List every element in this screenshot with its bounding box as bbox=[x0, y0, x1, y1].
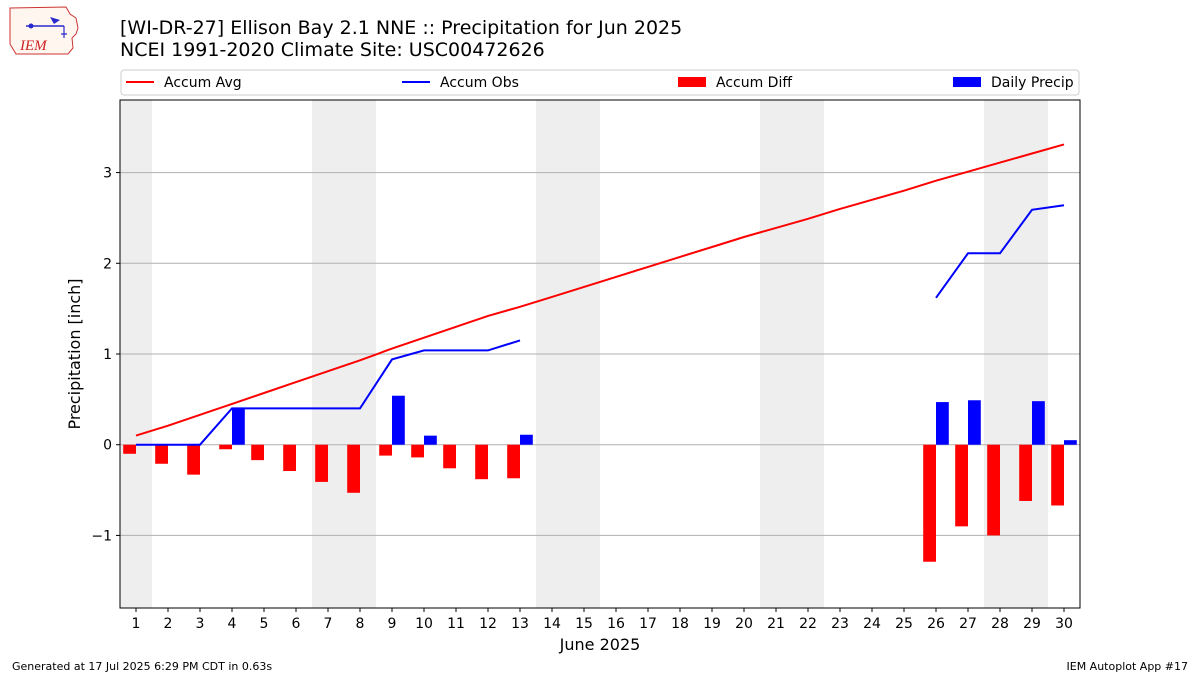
chart-subtitle: NCEI 1991-2020 Climate Site: USC00472626 bbox=[120, 39, 545, 61]
y-tick-label: 1 bbox=[103, 347, 112, 363]
legend-swatch-bar bbox=[953, 77, 981, 87]
iowa-outline-shape bbox=[9, 6, 79, 55]
accum-diff-bar bbox=[507, 444, 520, 479]
accum-obs-line bbox=[935, 204, 1065, 299]
accum-diff-bar bbox=[987, 444, 1000, 536]
generated-timestamp: Generated at 17 Jul 2025 6:29 PM CDT in … bbox=[12, 660, 273, 673]
x-tick-label: 10 bbox=[415, 616, 433, 632]
x-tick-label: 7 bbox=[324, 616, 333, 632]
x-tick-label: 23 bbox=[831, 616, 849, 632]
x-tick-label: 25 bbox=[895, 616, 913, 632]
accum-diff-bar bbox=[315, 444, 328, 482]
daily-precip-bar bbox=[392, 395, 405, 445]
x-tick-label: 16 bbox=[607, 616, 625, 632]
x-tick-label: 20 bbox=[735, 616, 753, 632]
lines-layer bbox=[135, 143, 1065, 446]
accum-diff-bar bbox=[1051, 444, 1064, 506]
chart-title: [WI-DR-27] Ellison Bay 2.1 NNE :: Precip… bbox=[120, 17, 683, 39]
x-tick-label: 21 bbox=[767, 616, 785, 632]
x-tick-label: 26 bbox=[927, 616, 945, 632]
accum-diff-bar bbox=[379, 444, 392, 456]
accum-diff-bar bbox=[155, 444, 168, 464]
daily-precip-bar bbox=[424, 435, 437, 445]
accum-diff-bar bbox=[187, 444, 200, 475]
x-tick-label: 6 bbox=[292, 616, 301, 632]
x-tick-label: 19 bbox=[703, 616, 721, 632]
y-tick-label: 3 bbox=[103, 166, 112, 182]
y-axis-label: Precipitation [inch] bbox=[65, 278, 84, 429]
x-tick-label: 30 bbox=[1055, 616, 1073, 632]
daily-precip-bar bbox=[1032, 401, 1045, 445]
x-tick-label: 9 bbox=[388, 616, 397, 632]
accum-avg-line bbox=[135, 143, 1065, 437]
legend-label: Accum Diff bbox=[716, 75, 792, 91]
daily-precip-bar bbox=[968, 400, 981, 445]
legend-label: Accum Avg bbox=[164, 75, 242, 91]
accum-diff-bar bbox=[219, 444, 232, 450]
accum-diff-bar bbox=[443, 444, 456, 469]
legend-label: Daily Precip bbox=[991, 75, 1074, 91]
accum-diff-bar bbox=[475, 444, 488, 480]
y-tick-label: 2 bbox=[103, 256, 112, 272]
logo-wind-sock bbox=[61, 26, 67, 38]
logo-wind-arrow bbox=[50, 17, 60, 24]
accum-diff-bar bbox=[347, 444, 360, 493]
x-tick-label: 5 bbox=[260, 616, 269, 632]
x-tick-label: 22 bbox=[799, 616, 817, 632]
x-tick-label: 1 bbox=[132, 616, 141, 632]
y-tick-label: 0 bbox=[103, 438, 112, 454]
x-tick-label: 14 bbox=[543, 616, 561, 632]
x-tick-label: 2 bbox=[164, 616, 173, 632]
logo-text: IEM bbox=[19, 38, 48, 54]
daily-precip-bar bbox=[232, 408, 245, 445]
autoplot-app-label: IEM Autoplot App #17 bbox=[1066, 660, 1189, 673]
x-tick-label: 3 bbox=[196, 616, 205, 632]
accum-diff-bar bbox=[955, 444, 968, 527]
accum-diff-bar bbox=[123, 444, 136, 454]
logo-anemometer bbox=[28, 23, 34, 29]
x-tick-label: 8 bbox=[356, 616, 365, 632]
x-axis-label: June 2025 bbox=[559, 635, 641, 654]
x-tick-label: 11 bbox=[447, 616, 465, 632]
legend-label: Accum Obs bbox=[440, 75, 519, 91]
legend: Accum Avg Accum Obs Accum Diff Daily Precip bbox=[120, 69, 1080, 96]
bars-layer bbox=[123, 395, 1077, 562]
accum-obs-line bbox=[136, 339, 521, 446]
iem-logo: IEM bbox=[9, 6, 79, 55]
x-tick-label: 24 bbox=[863, 616, 881, 632]
accum-diff-bar bbox=[411, 444, 424, 458]
x-tick-label: 28 bbox=[991, 616, 1009, 632]
x-tick-label: 29 bbox=[1023, 616, 1041, 632]
y-gridlines bbox=[120, 172, 1080, 536]
x-tick-label: 12 bbox=[479, 616, 497, 632]
x-tick-label: 15 bbox=[575, 616, 593, 632]
legend-box bbox=[120, 69, 1080, 96]
x-tick-label: 13 bbox=[511, 616, 529, 632]
x-tick-label: 18 bbox=[671, 616, 689, 632]
x-tick-label: 4 bbox=[228, 616, 237, 632]
accum-diff-bar bbox=[923, 444, 936, 562]
daily-precip-bar bbox=[936, 402, 949, 445]
legend-swatch-bar bbox=[678, 77, 706, 87]
x-tick-label: 27 bbox=[959, 616, 977, 632]
x-tick-label: 17 bbox=[639, 616, 657, 632]
daily-precip-bar bbox=[1064, 440, 1077, 445]
accum-diff-bar bbox=[283, 444, 296, 472]
y-tick-label: −1 bbox=[91, 528, 112, 544]
accum-diff-bar bbox=[1019, 444, 1032, 501]
accum-diff-bar bbox=[251, 444, 264, 461]
daily-precip-bar bbox=[520, 434, 533, 445]
